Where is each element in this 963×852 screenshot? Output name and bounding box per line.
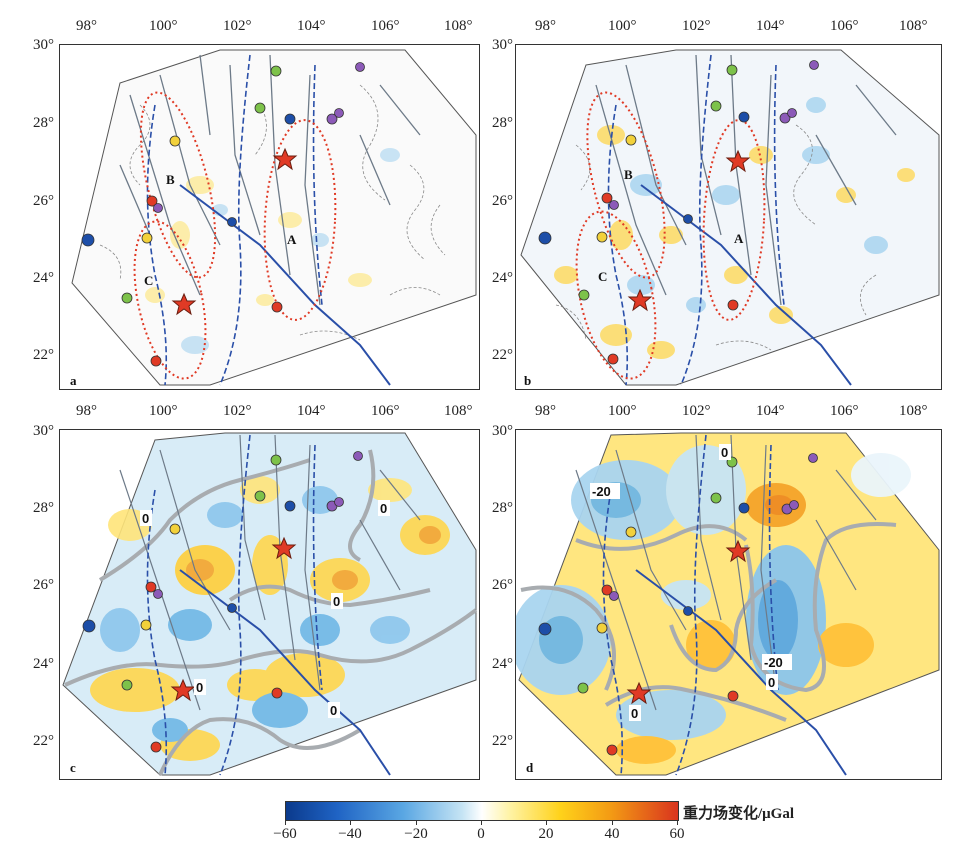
colorbar-tick-label: 60	[669, 826, 685, 842]
x-tick-label: 108°	[444, 403, 473, 419]
zone-label-a: A	[734, 231, 744, 246]
colorbar-tick	[350, 820, 351, 825]
x-tick-label: 98°	[76, 18, 97, 34]
x-tick-label: 104°	[756, 403, 785, 419]
colorbar-tick-label: 40	[604, 826, 620, 842]
x-tick-label: 100°	[149, 18, 178, 34]
x-tick-label: 106°	[371, 18, 400, 34]
contour-label: 0	[631, 706, 638, 721]
earthquake-star-icon	[627, 288, 653, 312]
map-panel-d: 0 -20 -20 0 0 d	[515, 429, 942, 780]
x-tick-label: 108°	[444, 18, 473, 34]
map-panel-a: A B C a	[59, 44, 480, 390]
colorbar-tick	[546, 820, 547, 825]
x-tick-label: 98°	[76, 403, 97, 419]
contour-label: 0	[196, 680, 203, 695]
contour-label: 0	[768, 675, 775, 690]
y-tick-label: 30°	[33, 423, 54, 439]
x-tick-label: 98°	[535, 18, 556, 34]
colorbar-tick	[416, 820, 417, 825]
earthquake-star-icon	[725, 539, 751, 563]
earthquake-star-icon	[725, 149, 751, 173]
y-tick-label: 28°	[33, 500, 54, 516]
earthquake-star-icon	[171, 292, 197, 316]
colorbar-tick	[285, 820, 286, 825]
gravity-map-c: 0 0 0 0 0	[62, 432, 478, 776]
colorbar-tick-label: −40	[338, 826, 362, 842]
x-tick-label: 106°	[830, 18, 859, 34]
x-tick-label: 102°	[682, 18, 711, 34]
earthquake-star-icon	[271, 536, 297, 560]
earthquake-star-icon	[170, 678, 196, 702]
x-tick-label: 100°	[149, 403, 178, 419]
colorbar-tick-label: 20	[538, 826, 554, 842]
panel-label-c: c	[70, 760, 76, 775]
x-tick-label: 100°	[608, 18, 637, 34]
contour-label: 0	[330, 703, 337, 718]
colorbar-tick	[612, 820, 613, 825]
contour-label: 0	[333, 594, 340, 609]
x-tick-label: 102°	[223, 18, 252, 34]
panel-label-d: d	[526, 760, 534, 775]
colorbar-title: 重力场变化/μGal	[683, 806, 795, 822]
y-tick-label: 30°	[33, 37, 54, 53]
x-tick-label: 100°	[608, 403, 637, 419]
x-tick-label: 104°	[756, 18, 785, 34]
x-tick-label: 106°	[371, 403, 400, 419]
colorbar-tick-label: −20	[404, 826, 428, 842]
gravity-map-b: A B C	[520, 49, 940, 386]
gravity-map-a: A B C	[71, 49, 477, 386]
y-tick-label: 28°	[492, 500, 513, 516]
y-tick-label: 26°	[33, 577, 54, 593]
y-tick-label: 30°	[492, 37, 513, 53]
x-tick-label: 108°	[899, 403, 928, 419]
y-tick-label: 22°	[492, 347, 513, 363]
earthquake-star-icon	[626, 681, 652, 705]
y-tick-label: 26°	[492, 577, 513, 593]
map-panel-b: A B C b	[515, 44, 942, 390]
y-tick-label: 22°	[33, 733, 54, 749]
contour-label: 0	[380, 501, 387, 516]
colorbar-tick-label: −60	[273, 826, 297, 842]
y-tick-label: 24°	[33, 270, 54, 286]
gravity-map-d: 0 -20 -20 0 0	[516, 432, 940, 776]
contour-label: 0	[142, 511, 149, 526]
colorbar-tick	[481, 820, 482, 825]
earthquake-star-icon	[272, 147, 298, 171]
y-tick-label: 26°	[492, 193, 513, 209]
colorbar	[285, 801, 679, 821]
zone-label-c: C	[144, 273, 153, 288]
x-tick-label: 104°	[297, 18, 326, 34]
map-panel-c: 0 0 0 0 0 c	[59, 429, 480, 780]
contour-label: -20	[764, 655, 783, 670]
y-tick-label: 30°	[492, 423, 513, 439]
y-tick-label: 22°	[33, 347, 54, 363]
y-tick-label: 28°	[33, 115, 54, 131]
colorbar-tick	[677, 820, 678, 825]
contour-label: -20	[592, 484, 611, 499]
x-tick-label: 102°	[223, 403, 252, 419]
zone-label-c: C	[598, 269, 607, 284]
y-tick-label: 24°	[33, 656, 54, 672]
x-tick-label: 104°	[297, 403, 326, 419]
panel-label-b: b	[524, 373, 532, 388]
x-tick-label: 106°	[830, 403, 859, 419]
zone-label-b: B	[166, 172, 175, 187]
x-tick-label: 102°	[682, 403, 711, 419]
zone-label-a: A	[287, 232, 297, 247]
y-tick-label: 26°	[33, 193, 54, 209]
y-tick-label: 24°	[492, 656, 513, 672]
x-tick-label: 98°	[535, 403, 556, 419]
panel-label-a: a	[70, 373, 77, 388]
zone-label-b: B	[624, 167, 633, 182]
contour-label: 0	[721, 445, 728, 460]
y-tick-label: 22°	[492, 733, 513, 749]
y-tick-label: 28°	[492, 115, 513, 131]
x-tick-label: 108°	[899, 18, 928, 34]
y-tick-label: 24°	[492, 270, 513, 286]
colorbar-tick-label: 0	[477, 826, 485, 842]
